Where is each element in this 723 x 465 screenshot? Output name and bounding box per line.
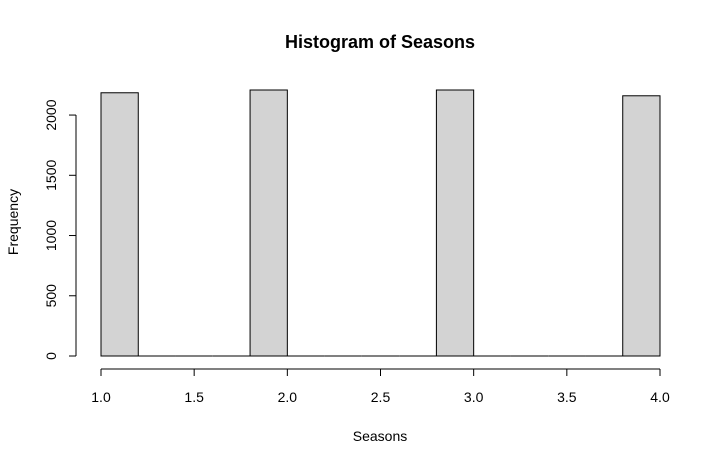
y-tick-label: 1500 — [43, 160, 59, 191]
x-tick-label: 2.0 — [278, 389, 298, 405]
x-axis-label: Seasons — [353, 428, 407, 444]
y-axis: 0 500 1000 1500 2000 — [43, 99, 77, 360]
histogram-bar-9 — [435, 89, 475, 357]
bars-group — [100, 89, 661, 357]
chart-title: Histogram of Seasons — [285, 32, 475, 52]
x-tick-label: 2.5 — [371, 389, 391, 405]
y-tick-label: 1000 — [43, 220, 59, 251]
y-tick-label: 0 — [43, 352, 59, 360]
histogram-bar-14 — [622, 95, 661, 357]
x-tick-label: 3.5 — [557, 389, 577, 405]
x-tick-label: 3.0 — [464, 389, 484, 405]
y-tick-label: 2000 — [43, 99, 59, 130]
y-axis-label: Frequency — [5, 189, 21, 255]
x-tick-label: 4.0 — [650, 389, 670, 405]
x-tick-label: 1.5 — [184, 389, 204, 405]
histogram-bar-0 — [100, 92, 139, 357]
histogram-bar-4 — [249, 89, 288, 357]
y-tick-label: 500 — [43, 284, 59, 308]
x-tick-label: 1.0 — [91, 389, 111, 405]
x-axis: 1.0 1.5 2.0 2.5 3.0 3.5 4.0 — [91, 368, 670, 405]
